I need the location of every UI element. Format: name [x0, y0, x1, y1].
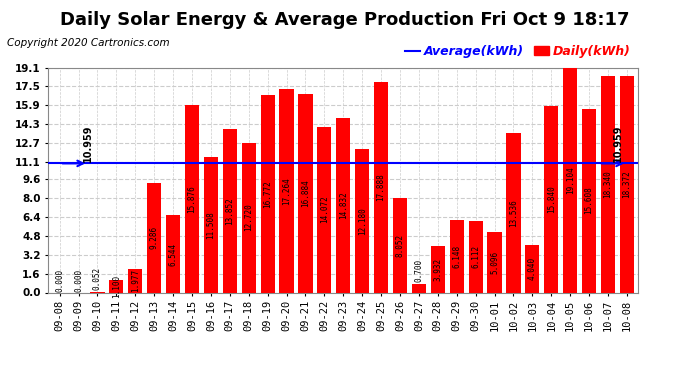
- Text: 14.832: 14.832: [339, 191, 348, 219]
- Text: 13.536: 13.536: [509, 199, 518, 226]
- Text: 0.052: 0.052: [93, 267, 102, 290]
- Bar: [431, 246, 445, 292]
- Text: Copyright 2020 Cartronics.com: Copyright 2020 Cartronics.com: [7, 38, 170, 48]
- Bar: [128, 269, 142, 292]
- Bar: [525, 245, 540, 292]
- Bar: [279, 89, 294, 292]
- Bar: [336, 118, 351, 292]
- Bar: [317, 127, 331, 292]
- Text: 12.180: 12.180: [357, 207, 366, 235]
- Bar: [601, 76, 615, 292]
- Text: 19.104: 19.104: [566, 166, 575, 194]
- Text: 13.852: 13.852: [226, 197, 235, 225]
- Bar: [166, 215, 180, 292]
- Text: 0.700: 0.700: [415, 260, 424, 282]
- Bar: [185, 105, 199, 292]
- Text: 11.508: 11.508: [206, 211, 215, 238]
- Text: 15.876: 15.876: [188, 185, 197, 213]
- Bar: [544, 106, 558, 292]
- Text: 1.100: 1.100: [112, 274, 121, 298]
- Bar: [261, 95, 275, 292]
- Text: 9.286: 9.286: [150, 226, 159, 249]
- Text: 6.544: 6.544: [168, 242, 177, 266]
- Bar: [223, 129, 237, 292]
- Text: 15.840: 15.840: [546, 185, 555, 213]
- Bar: [450, 220, 464, 292]
- Text: 17.888: 17.888: [377, 173, 386, 201]
- Bar: [620, 76, 634, 292]
- Text: 0.000: 0.000: [74, 269, 83, 292]
- Legend: Average(kWh), Daily(kWh): Average(kWh), Daily(kWh): [400, 40, 635, 63]
- Text: 6.148: 6.148: [452, 245, 461, 268]
- Text: Daily Solar Energy & Average Production Fri Oct 9 18:17: Daily Solar Energy & Average Production …: [60, 11, 630, 29]
- Text: 15.608: 15.608: [584, 187, 593, 214]
- Text: 10.959: 10.959: [83, 125, 93, 162]
- Bar: [298, 94, 313, 292]
- Text: 12.720: 12.720: [244, 204, 253, 231]
- Bar: [412, 284, 426, 292]
- Bar: [487, 232, 502, 292]
- Text: 14.072: 14.072: [320, 196, 329, 223]
- Bar: [355, 149, 369, 292]
- Bar: [109, 279, 124, 292]
- Bar: [147, 183, 161, 292]
- Text: 10.959: 10.959: [613, 125, 622, 162]
- Bar: [469, 220, 483, 292]
- Bar: [204, 157, 218, 292]
- Text: 16.884: 16.884: [301, 179, 310, 207]
- Text: 8.052: 8.052: [395, 234, 404, 256]
- Text: 18.372: 18.372: [622, 170, 631, 198]
- Text: 17.264: 17.264: [282, 177, 291, 205]
- Text: 0.000: 0.000: [55, 269, 64, 292]
- Bar: [393, 198, 407, 292]
- Text: 16.772: 16.772: [263, 180, 272, 208]
- Text: 1.977: 1.977: [131, 269, 140, 292]
- Text: 6.112: 6.112: [471, 245, 480, 268]
- Bar: [241, 142, 256, 292]
- Text: 3.932: 3.932: [433, 258, 442, 281]
- Bar: [563, 68, 578, 292]
- Text: 4.040: 4.040: [528, 257, 537, 280]
- Text: 5.096: 5.096: [490, 251, 499, 274]
- Bar: [582, 109, 596, 292]
- Bar: [506, 133, 520, 292]
- Text: 18.340: 18.340: [604, 171, 613, 198]
- Bar: [374, 82, 388, 292]
